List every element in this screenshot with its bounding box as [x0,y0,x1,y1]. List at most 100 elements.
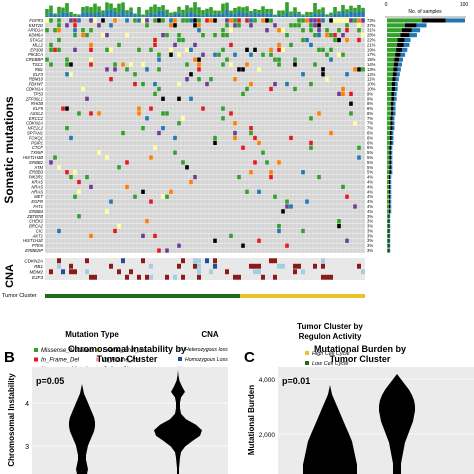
cna-cell [361,269,365,275]
right-bar-segment [390,175,392,180]
top-bar-segment [301,15,305,17]
right-bar-segment [387,33,401,38]
right-bar-segment [395,86,398,92]
mutation-cell [345,28,349,33]
gene-label: CHEK2 [29,219,44,224]
right-bar-segment [400,52,406,57]
mutation-cell [197,77,201,82]
mutation-cell [265,28,269,33]
gene-label: HRAS [31,189,43,194]
top-bar-segment [189,11,193,17]
gene-label: PSIP1 [31,140,43,145]
right-bar-segment [389,145,392,150]
percentage-label: 3% [367,243,373,248]
right-bar-segment [388,224,390,229]
cna-cell [293,263,297,269]
right-bar-segment [391,160,393,165]
top-bar-segment [345,13,349,17]
top-bar-segment [285,12,289,17]
mutation-cell [161,111,165,116]
mutation-cell [117,165,121,170]
cna-cell [213,258,217,264]
mutation-cell [157,52,161,57]
mutation-cell [193,23,197,28]
mutation-cell [321,72,325,77]
mutation-cell [49,160,53,165]
right-bar-segment [399,57,404,62]
right-bar-segment [388,238,390,243]
mutation-cell [141,126,145,131]
top-bar-segment [317,9,321,15]
percentage-label: 4% [367,204,373,209]
top-bar-segment [177,6,181,13]
tumor-cluster-legend: Tumor Cluster by Regulon Activity High C… [297,322,363,367]
mutation-cell [189,179,193,185]
right-bar-segment [403,42,410,47]
mutation-cell [317,28,321,33]
right-bar-segment [387,67,394,72]
mutation-cell [89,28,93,33]
mutation-cell [249,170,253,175]
mutation-cell [57,165,61,170]
mutation-cell [181,116,185,121]
top-bar-segment [229,13,233,17]
mutation-cell [293,86,297,92]
top-bar-segment [325,16,329,17]
gene-label: FOXQ1 [29,135,43,140]
right-bar-segment [387,189,389,194]
mutation-cell [65,126,69,131]
mutation-cell [285,199,289,204]
top-bar-segment [49,5,53,13]
mutation-cell [229,233,233,239]
right-bar-segment [387,91,392,96]
right-bar-segment [387,194,389,199]
mutation-cell [165,32,169,38]
mutation-cell [177,121,181,126]
right-bar-segment [389,155,392,160]
mutation-cell [141,18,145,23]
mutation-cell [353,204,357,209]
top-bar-segment [305,15,309,17]
right-bar-segment [389,214,391,219]
mutation-cell [317,18,321,23]
mutation-cell [181,18,185,23]
right-bar-segment [393,111,396,116]
top-bar-segment [273,14,277,17]
mutation-cell [305,199,309,204]
top-bar-segment [257,13,261,17]
mutation-cell [49,42,53,48]
panel-c-violin-high [379,374,415,474]
mutation-cell [273,23,277,28]
mutation-cell [321,47,325,52]
mutation-cell [361,67,365,72]
gene-label: ERBB4 [29,209,43,214]
gene-label: CDKN1A [26,86,43,91]
percentage-label: 6% [367,135,373,140]
mutation-cell [225,18,229,23]
percentage-label: 3% [367,219,373,224]
top-bar-segment [329,15,333,17]
right-bar-segment [390,126,393,131]
mutation-cell [69,62,73,67]
cna-cell [273,258,277,264]
right-bar-segment [390,111,394,116]
mutation-cell [297,23,301,28]
mutation-cell [125,32,129,38]
top-bar-segment [357,4,361,12]
top-bar-segment [77,15,81,17]
top-bar-segment [49,12,53,17]
mutation-cell [141,233,145,239]
mutation-cell [49,18,53,23]
right-bar-segment [401,28,412,33]
cna-cell [49,269,53,275]
top-bar-segment [73,13,77,17]
mutation-cell [357,23,361,28]
top-bar-segment [109,9,113,17]
mutation-cell [357,18,361,23]
gene-label: ZBTB7B [26,214,43,219]
top-bar-segment [305,11,309,16]
top-bar-segment [169,12,173,16]
mutation-cell [273,81,277,87]
mutation-cell [309,42,313,48]
right-bar-segment [387,18,423,23]
